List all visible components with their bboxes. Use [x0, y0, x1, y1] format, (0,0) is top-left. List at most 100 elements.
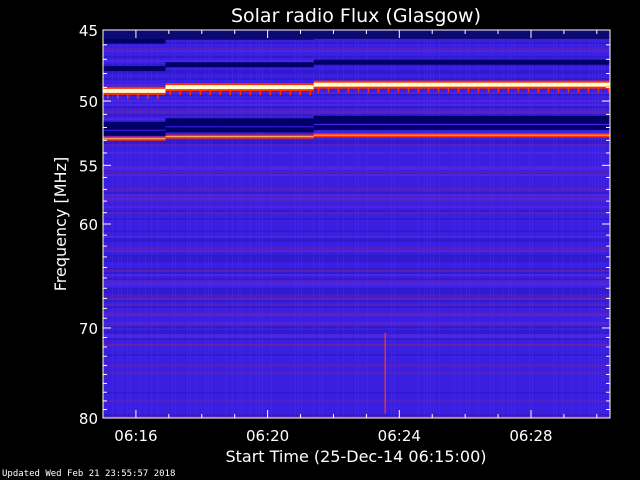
- texture-column: [322, 40, 323, 418]
- band-spike: [397, 86, 400, 93]
- texture-row: [103, 112, 610, 114]
- texture-row: [103, 314, 610, 316]
- texture-row: [103, 256, 610, 258]
- y-tick-label: 70: [79, 320, 98, 338]
- texture-column: [571, 40, 572, 418]
- dark-band: [103, 121, 166, 130]
- texture-row: [103, 324, 610, 326]
- dark-band: [103, 130, 166, 136]
- texture-row: [103, 240, 610, 242]
- faint-band: [103, 188, 610, 191]
- texture-column: [460, 40, 461, 418]
- faint-band: [103, 296, 610, 299]
- texture-row: [103, 332, 610, 334]
- band-spike: [367, 86, 370, 93]
- texture-column: [391, 40, 392, 418]
- texture-row: [103, 110, 610, 112]
- texture-row: [103, 100, 610, 102]
- band-spike: [249, 89, 252, 96]
- band-spike: [137, 92, 139, 99]
- texture-column: [511, 40, 512, 418]
- texture-column: [514, 40, 515, 418]
- texture-column: [226, 40, 227, 418]
- texture-row: [103, 306, 610, 308]
- texture-row: [103, 50, 610, 52]
- spectrogram-plot-area: [103, 30, 610, 418]
- y-tick-label: 50: [79, 93, 98, 111]
- texture-column: [424, 40, 425, 418]
- chart-title: Solar radio Flux (Glasgow): [231, 5, 481, 27]
- band-spike: [387, 86, 390, 93]
- texture-row: [103, 392, 610, 394]
- red-band-core: [165, 136, 314, 138]
- band-spike: [147, 92, 149, 99]
- texture-column: [553, 40, 554, 418]
- band-spike: [317, 86, 320, 93]
- texture-column: [208, 40, 209, 418]
- bright-band-core: [165, 85, 314, 90]
- red-band-core: [103, 138, 166, 140]
- texture-row: [103, 338, 610, 340]
- faint-band: [103, 312, 610, 315]
- texture-row: [103, 288, 610, 290]
- texture-column: [196, 40, 197, 418]
- texture-row: [103, 260, 610, 262]
- texture-row: [103, 94, 610, 96]
- band-spike: [597, 86, 600, 93]
- texture-column: [562, 40, 563, 418]
- texture-column: [190, 40, 191, 418]
- texture-row: [103, 354, 610, 356]
- y-tick-label: 45: [79, 22, 98, 40]
- texture-row: [103, 414, 610, 416]
- texture-column: [112, 40, 113, 418]
- texture-column: [172, 40, 173, 418]
- y-axis-title: Frequency [MHz]: [51, 157, 70, 291]
- texture-row: [103, 304, 610, 306]
- dark-band: [165, 127, 314, 133]
- texture-column: [262, 40, 263, 418]
- y-tick-label: 55: [79, 157, 98, 175]
- texture-column: [175, 40, 176, 418]
- band-spike: [107, 92, 109, 99]
- texture-column: [343, 40, 344, 418]
- texture-column: [238, 40, 239, 418]
- texture-row: [103, 280, 610, 282]
- texture-row: [103, 198, 610, 200]
- texture-column: [139, 40, 140, 418]
- texture-row: [103, 238, 610, 240]
- dark-band: [165, 62, 314, 68]
- band-spike: [179, 89, 182, 96]
- texture-row: [103, 272, 610, 274]
- texture-column: [493, 40, 494, 418]
- texture-row: [103, 48, 610, 50]
- updated-timestamp: Updated Wed Feb 21 23:55:57 2018: [2, 469, 176, 479]
- band-spike: [587, 86, 590, 93]
- band-spike: [229, 89, 232, 96]
- texture-row: [103, 212, 610, 214]
- texture-row: [103, 230, 610, 232]
- band-spike: [547, 86, 550, 93]
- texture-column: [433, 40, 434, 418]
- band-spike: [219, 89, 222, 96]
- texture-column: [187, 40, 188, 418]
- texture-row: [103, 334, 610, 336]
- band-spike: [607, 86, 610, 93]
- band-spike: [357, 86, 360, 93]
- dark-band: [313, 124, 610, 130]
- texture-column: [601, 40, 602, 418]
- band-spike: [127, 92, 129, 99]
- texture-row: [103, 174, 610, 176]
- dark-band: [313, 30, 610, 39]
- texture-column: [394, 40, 395, 418]
- texture-row: [103, 236, 610, 238]
- texture-row: [103, 274, 610, 276]
- texture-column: [301, 40, 302, 418]
- texture-row: [103, 144, 610, 146]
- texture-column: [121, 40, 122, 418]
- texture-row: [103, 140, 610, 142]
- band-spike: [477, 86, 480, 93]
- y-tick-label: 80: [79, 410, 98, 428]
- texture-row: [103, 290, 610, 292]
- texture-row: [103, 326, 610, 328]
- texture-column: [595, 40, 596, 418]
